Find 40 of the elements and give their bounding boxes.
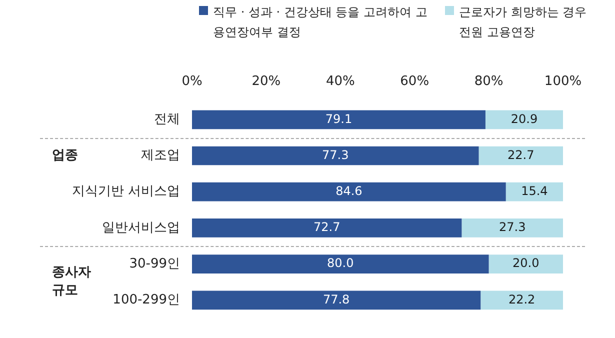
x-tick-label: 20% xyxy=(252,74,281,90)
x-tick-label: 100% xyxy=(544,74,582,90)
x-tick-label: 40% xyxy=(326,74,355,90)
y-tick-label: 제조업 xyxy=(141,148,180,164)
text: 20.9 xyxy=(510,112,538,126)
text: 27.3 xyxy=(499,220,526,234)
bar xyxy=(192,146,479,166)
x-tick-label: 60% xyxy=(400,74,430,90)
bar xyxy=(192,290,481,310)
y-tick-label: 30-99인 xyxy=(129,256,180,272)
bar xyxy=(192,182,506,202)
text: 22.7 xyxy=(508,148,534,162)
text: 77.3 xyxy=(322,148,349,162)
bar xyxy=(192,110,486,130)
bar xyxy=(462,218,563,238)
legend-label: 근로자가 희망하는 경우 전원 고용연장 xyxy=(459,4,588,41)
text: 15.4 xyxy=(521,184,548,198)
y-tick-label: 일반서비스업 xyxy=(102,220,180,236)
y-tick-label: 100-299인 xyxy=(112,292,180,308)
text: 종사자 규모 xyxy=(52,264,92,300)
bar xyxy=(478,146,563,166)
bar xyxy=(485,110,563,130)
text: 20.0 xyxy=(512,256,540,270)
bar xyxy=(506,182,563,202)
text: 79.1 xyxy=(325,112,352,126)
bar xyxy=(488,254,563,274)
text: 72.7 xyxy=(314,220,340,234)
text: 84.6 xyxy=(336,184,362,198)
y-tick-label: 전체 xyxy=(154,112,180,128)
x-tick-label: 80% xyxy=(474,74,504,90)
text: 77.8 xyxy=(322,292,350,306)
legend-label: 직무 · 성과 · 건강상태 등을 고려하여 고용연장여부 결정 xyxy=(213,4,428,41)
text: 22.2 xyxy=(508,292,536,306)
text: 업종 xyxy=(52,146,79,165)
x-tick-label: 0% xyxy=(182,74,202,90)
bar xyxy=(192,218,462,238)
y-tick-label: 지식기반 서비스업 xyxy=(72,184,180,200)
bar xyxy=(192,254,489,274)
bar xyxy=(480,290,563,310)
text: 80.0 xyxy=(327,256,354,270)
